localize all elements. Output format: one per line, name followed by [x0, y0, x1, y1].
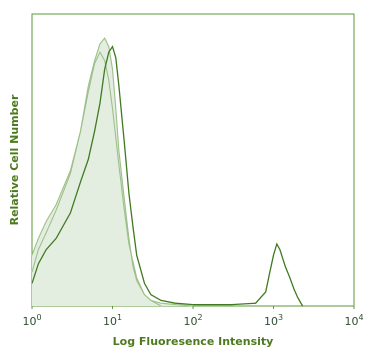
x-axis-title: Log Fluoresence Intensity: [113, 335, 274, 348]
x-tick-label: 104: [344, 313, 363, 328]
y-axis-title: Relative Cell Number: [8, 94, 21, 225]
series-stained-line: [31, 45, 304, 307]
x-tick-label: 100: [22, 313, 41, 328]
x-tick-labels: 100 101 102 103 104: [22, 306, 364, 328]
x-tick-label: 103: [264, 313, 283, 328]
series-filled-control-area: [32, 38, 193, 306]
x-tick-label: 102: [183, 313, 202, 328]
series-unstained-outline-line: [31, 50, 162, 307]
series-layer: [31, 37, 304, 307]
x-tick-label: 101: [103, 313, 122, 328]
